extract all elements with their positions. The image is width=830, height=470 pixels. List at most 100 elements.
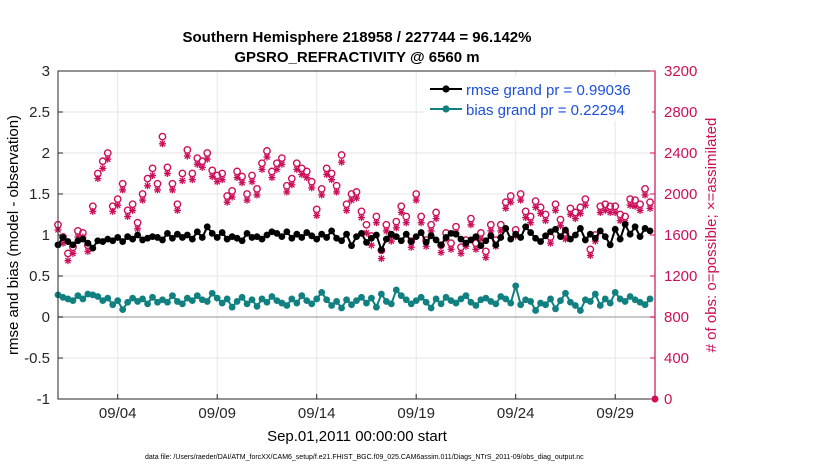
obs-assimilated-point (392, 224, 400, 232)
obs-assimilated-point (144, 182, 152, 190)
rmse-point (507, 235, 515, 243)
star-stroke (532, 204, 539, 211)
star-stroke (557, 222, 564, 229)
star-stroke (627, 202, 634, 209)
bias-point (557, 297, 564, 304)
rmse-point (572, 231, 579, 239)
bias-point (94, 293, 102, 300)
bias-point (432, 295, 440, 303)
obs-assimilated-point (268, 174, 276, 182)
x-tick-label: 09/29 (596, 405, 634, 422)
star-stroke (607, 209, 614, 216)
rmse-point (243, 229, 251, 237)
star-stroke (234, 174, 241, 181)
rmse-point (552, 225, 559, 233)
rmse-point (611, 225, 619, 233)
obs-assimilated-point (158, 140, 166, 148)
star-stroke (527, 219, 534, 226)
bias-point (124, 298, 132, 306)
star-stroke (408, 244, 415, 251)
obs-assimilated-point (163, 170, 171, 177)
obs-assimilated-point (556, 222, 564, 230)
bias-point (328, 302, 336, 309)
bias-point (338, 304, 345, 312)
obs-assimilated-point (208, 173, 216, 181)
rmse-point (542, 232, 549, 240)
right-tick-label: 400 (664, 350, 689, 367)
right-tick-label: 0 (664, 391, 672, 408)
obs-assimilated-point (517, 196, 525, 204)
star-stroke (144, 182, 151, 189)
rmse-point (59, 234, 67, 241)
bias-point (507, 299, 515, 307)
obs-assimilated-point (308, 184, 316, 192)
rmse-point (368, 234, 375, 242)
obs-assimilated-point (626, 201, 634, 209)
star-stroke (124, 213, 131, 220)
obs-assimilated-point (228, 193, 236, 201)
obs-assimilated-point (203, 155, 211, 163)
bias-point (218, 299, 226, 307)
star-stroke (94, 175, 101, 182)
obs-assimilated-point (183, 152, 191, 160)
obs-assimilated-point (377, 255, 385, 263)
star-stroke (104, 156, 111, 163)
bias-point (283, 302, 291, 309)
bias-point (203, 298, 211, 305)
obs-assimilated-point (178, 177, 186, 185)
star-stroke (159, 140, 166, 147)
obs-assimilated-point (636, 206, 644, 214)
star-stroke (393, 224, 400, 231)
star-stroke (388, 238, 395, 245)
legend-label-rmse: rmse grand pr = 0.99036 (466, 82, 631, 99)
obs-assimilated-point (278, 160, 286, 168)
star-stroke (338, 159, 345, 166)
obs-assimilated-point (611, 208, 619, 216)
star-stroke (343, 207, 350, 214)
star-stroke (273, 166, 280, 173)
star-stroke (189, 176, 196, 183)
obs-assimilated-point (417, 219, 425, 227)
bias-point (74, 292, 82, 300)
obs-assimilated-point (646, 204, 654, 212)
rmse-point (129, 235, 137, 243)
rmse-point (134, 231, 142, 239)
right-tick-label: 2800 (664, 104, 697, 121)
rmse-point (89, 244, 97, 252)
rmse-point (412, 233, 420, 241)
rmse-point (537, 238, 544, 245)
bias-point (223, 295, 231, 303)
bias-point (601, 295, 609, 303)
bias-point (567, 298, 574, 306)
star-stroke (552, 207, 559, 214)
bias-point (552, 305, 559, 313)
star-stroke (293, 166, 300, 173)
x-tick-label: 09/04 (99, 405, 137, 422)
star-stroke (199, 164, 206, 171)
right-axis-ticks: 0 400 800 1200 1600 2000 2400 2800 3200 (650, 63, 697, 408)
rmse-point (198, 234, 206, 241)
rmse-point (402, 230, 410, 238)
x-tick-label: 09/14 (298, 405, 336, 422)
rmse-point (114, 234, 122, 241)
rmse-point (353, 233, 360, 241)
x-axis-label: Sep.01,2011 00:00:00 start (267, 428, 448, 445)
obs-assimilated-point (367, 241, 375, 249)
left-axis-label: rmse and bias (model - observation) (5, 115, 22, 355)
star-stroke (64, 257, 72, 264)
bias-point (288, 295, 296, 303)
obs-assimilated-point (273, 165, 281, 173)
bias-point (606, 299, 614, 307)
left-tick-label: 1.5 (29, 186, 50, 203)
bias-point (547, 295, 554, 303)
obs-assimilated-point (283, 188, 291, 196)
left-tick-label: -0.5 (24, 350, 50, 367)
rmse-point (497, 234, 505, 241)
obs-assimilated-point (149, 172, 157, 180)
rmse-point (452, 230, 460, 238)
obs-assimilated-point (124, 213, 132, 221)
bias-point (144, 300, 151, 308)
obs-assimilated-point (253, 191, 261, 199)
rmse-point (208, 229, 216, 237)
